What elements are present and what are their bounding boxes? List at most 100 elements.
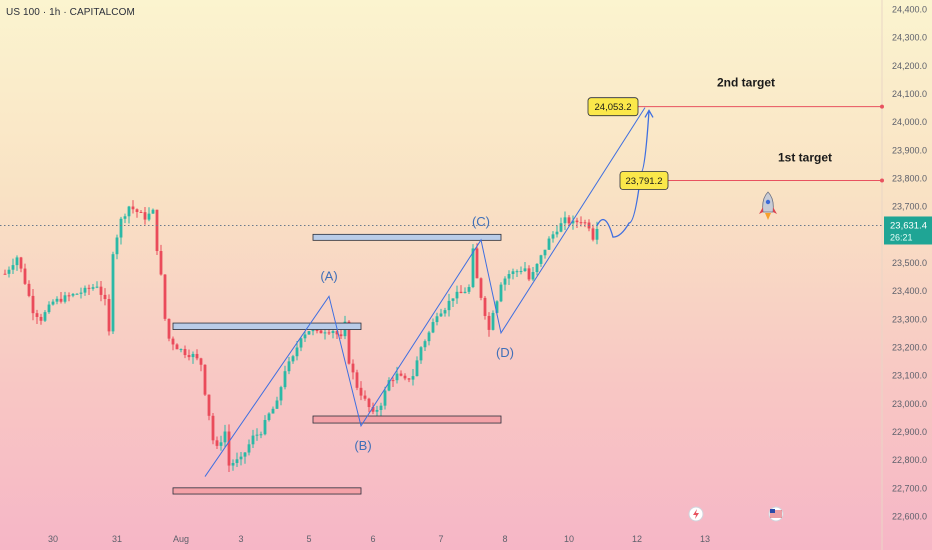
- x-tick-label: 12: [632, 534, 642, 544]
- candle-body: [311, 330, 315, 332]
- candle-body: [87, 287, 91, 289]
- candle: [287, 356, 291, 375]
- projection-curve: [596, 110, 650, 238]
- candle-body: [35, 313, 39, 317]
- candle-body: [135, 209, 139, 212]
- target-price-label: 23,791.2: [626, 176, 663, 187]
- candle: [203, 364, 207, 397]
- candle-body: [223, 431, 227, 443]
- candle: [467, 284, 471, 295]
- x-tick-label: 5: [306, 534, 311, 544]
- candle-body: [555, 231, 559, 235]
- candle: [431, 318, 435, 334]
- candle: [167, 318, 171, 342]
- candle: [87, 284, 91, 295]
- candle: [151, 208, 155, 214]
- candle-body: [339, 334, 343, 337]
- candle-body: [507, 274, 511, 279]
- candle-body: [243, 452, 247, 457]
- candle: [351, 359, 355, 380]
- candle: [263, 415, 267, 436]
- candle: [359, 381, 363, 401]
- candle: [455, 285, 459, 304]
- candle: [171, 336, 175, 351]
- candle-body: [131, 206, 135, 210]
- candle-body: [427, 332, 431, 342]
- candle-body: [251, 435, 255, 445]
- candle: [251, 429, 255, 448]
- candle-body: [215, 440, 219, 446]
- candle-body: [447, 300, 451, 311]
- y-tick-label: 23,100.0: [892, 371, 927, 381]
- candle-body: [531, 272, 535, 280]
- candle: [379, 402, 383, 417]
- candle-body: [163, 274, 167, 319]
- candle: [223, 424, 227, 448]
- candle-body: [551, 234, 555, 239]
- candle-body: [123, 216, 127, 219]
- x-tick-label: 6: [370, 534, 375, 544]
- candle: [503, 276, 507, 291]
- candle: [235, 452, 239, 467]
- y-tick-label: 23,900.0: [892, 145, 927, 155]
- candle-body: [371, 407, 375, 412]
- us-flag-event-icon: [768, 506, 784, 522]
- candle-body: [331, 331, 335, 334]
- candle: [163, 274, 167, 321]
- candle: [439, 308, 443, 318]
- candle: [259, 431, 263, 439]
- y-tick-label: 23,400.0: [892, 286, 927, 296]
- candle: [275, 396, 279, 410]
- candle: [403, 373, 407, 381]
- candle-body: [119, 218, 123, 238]
- x-tick-label: 10: [564, 534, 574, 544]
- candle-body: [479, 278, 483, 298]
- candle: [247, 439, 251, 456]
- wave-label: (D): [496, 345, 514, 360]
- candle-body: [323, 332, 327, 334]
- candle-body: [83, 287, 87, 293]
- candle: [79, 287, 83, 299]
- candle: [527, 265, 531, 282]
- candle-body: [291, 356, 295, 362]
- candle-body: [303, 334, 307, 339]
- target-line-end: [880, 178, 884, 183]
- candle-body: [39, 316, 43, 321]
- candle: [419, 346, 423, 364]
- candle: [283, 365, 287, 390]
- candles: [3, 200, 599, 473]
- candle: [103, 288, 107, 306]
- candle-body: [363, 395, 367, 399]
- candle-body: [559, 223, 563, 232]
- candle: [559, 217, 563, 233]
- y-tick-label: 24,000.0: [892, 117, 927, 127]
- current-price-badge: 23,631.426:21: [884, 216, 932, 245]
- candle: [363, 390, 367, 401]
- candle-body: [503, 278, 507, 285]
- candle: [295, 340, 299, 361]
- candle: [183, 345, 187, 359]
- candle: [207, 394, 211, 421]
- candle: [59, 292, 63, 304]
- candle-body: [411, 376, 415, 380]
- candle: [15, 255, 19, 271]
- candle: [407, 378, 411, 383]
- candle-body: [319, 330, 323, 334]
- projection-arrowhead: [644, 109, 654, 118]
- candle-body: [139, 211, 143, 213]
- supply-zone-box: [172, 322, 362, 330]
- candle-body: [463, 291, 467, 294]
- candle-body: [471, 248, 475, 288]
- candle-body: [455, 291, 459, 299]
- candle-body: [99, 286, 103, 295]
- candle: [227, 424, 231, 473]
- candle: [51, 299, 55, 306]
- candle-body: [591, 228, 595, 240]
- candle-body: [219, 442, 223, 446]
- candle-body: [439, 313, 443, 317]
- candle-body: [159, 251, 163, 275]
- candle: [543, 249, 547, 259]
- candle-body: [335, 331, 339, 335]
- candle: [75, 293, 79, 295]
